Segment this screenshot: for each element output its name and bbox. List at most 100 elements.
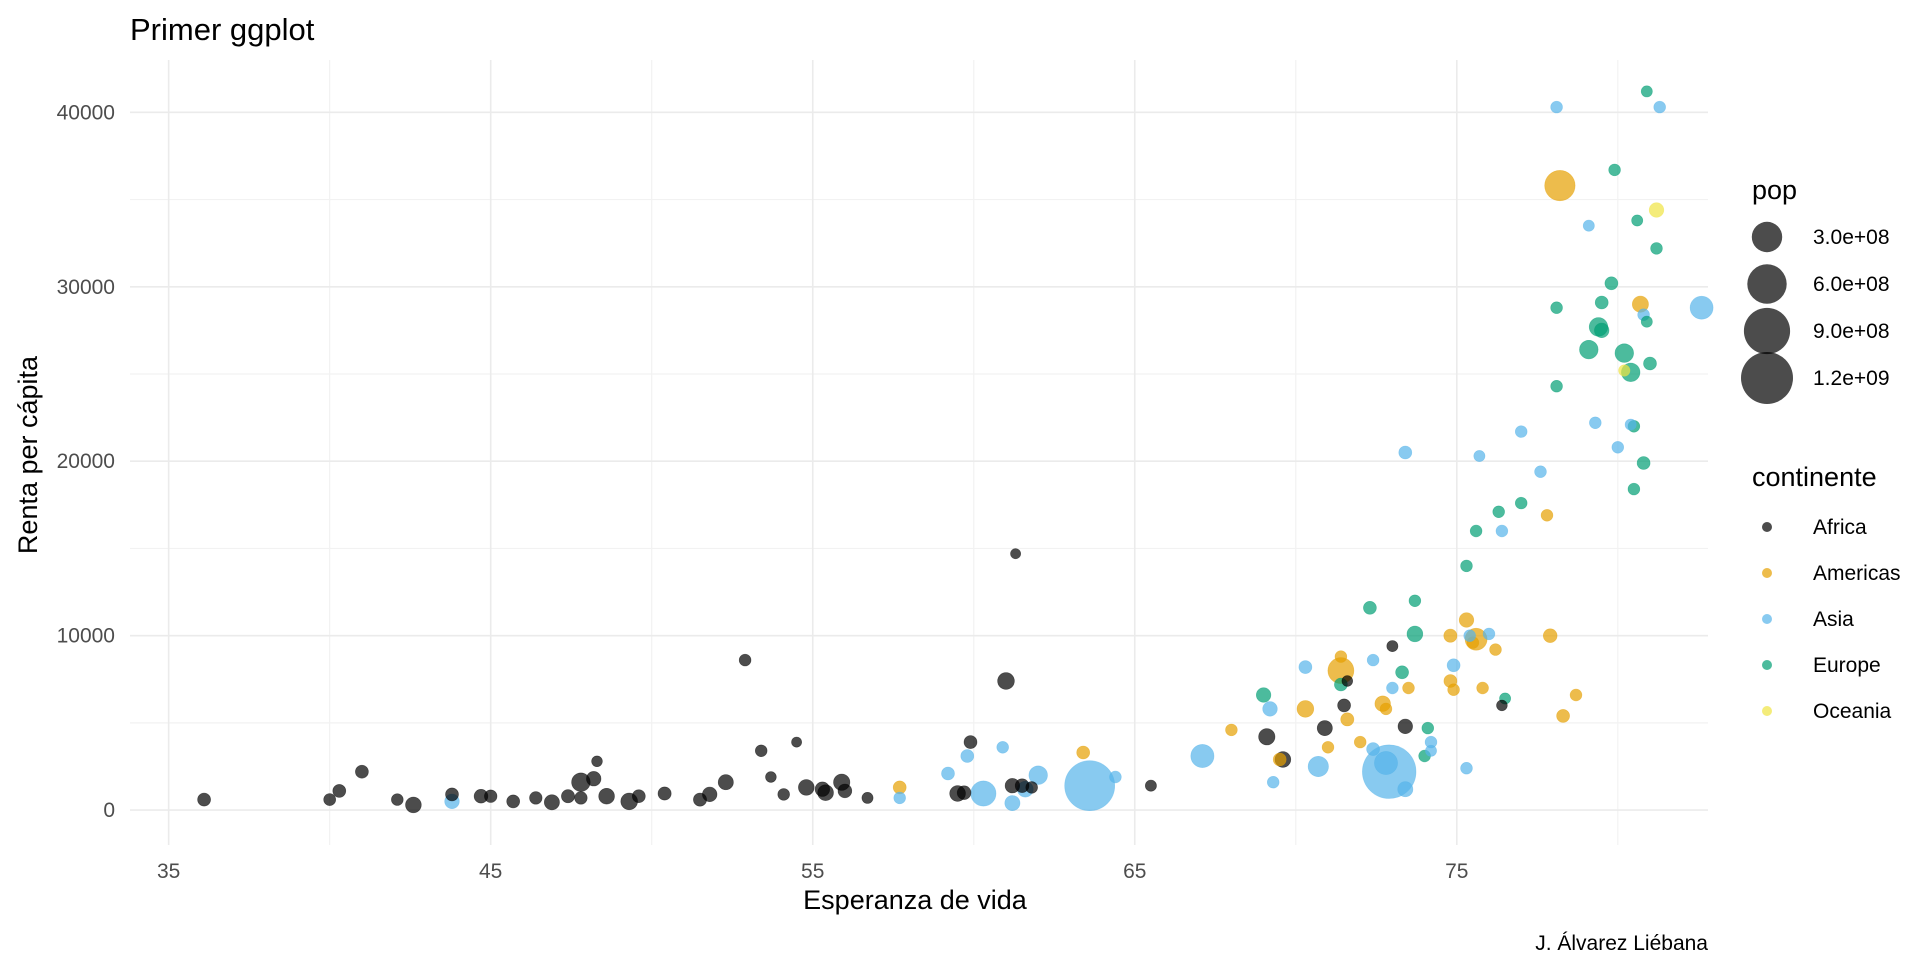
data-point-africa [1025,781,1038,794]
data-point-asia [1004,795,1021,811]
data-point-africa [631,789,646,804]
data-point-africa [765,771,777,783]
data-point-americas [1569,688,1583,702]
data-point-asia [996,741,1009,754]
data-point-asia [1624,418,1637,431]
data-point-asia [1190,744,1215,768]
color-legend-key [1762,660,1772,670]
y-tick-label: 0 [103,799,115,822]
data-point-africa [738,653,752,667]
data-point-asia [1425,744,1437,757]
data-point-asia [1482,627,1496,641]
data-point-asia [1374,751,1398,775]
data-point-americas [1076,745,1090,760]
data-point-americas [1458,612,1475,628]
data-point-asia [1266,775,1280,789]
data-point-asia [1550,100,1563,114]
data-point-africa [798,779,815,796]
color-legend-label: Americas [1813,562,1901,585]
data-point-asia [1386,681,1399,695]
chart-caption: J. Álvarez Liébana [1535,932,1708,955]
data-point-africa [717,774,734,791]
data-point-africa [445,787,459,802]
data-point-europe [1594,322,1610,339]
size-legend-label: 3.0e+08 [1813,226,1890,249]
data-point-asia [893,791,906,805]
x-axis-tick-labels: 35 45 55 65 75 [157,860,1469,883]
data-point-africa [791,736,802,748]
data-point-asia [1064,760,1115,812]
color-legend-key [1762,522,1772,532]
data-point-asia [1307,755,1329,777]
data-point-africa [197,792,211,807]
legend: pop 3.0e+08 6.0e+08 9.0e+08 1.2e+09 contine… [1741,175,1901,723]
size-legend-label: 1.2e+09 [1813,367,1890,390]
data-point-europe [1631,214,1644,227]
y-tick-label: 10000 [57,625,115,648]
data-point-europe [1643,356,1657,371]
data-point-asia [1589,416,1602,429]
color-legend-label: Europe [1813,654,1881,677]
data-point-americas [1272,752,1287,767]
size-legend-key [1741,352,1793,404]
data-point-americas [1225,723,1238,737]
data-point-europe [1608,163,1621,177]
data-point-americas [1556,709,1570,723]
data-point-africa [484,789,498,803]
x-tick-label: 65 [1123,860,1146,883]
data-point-americas [1340,712,1355,727]
data-point-africa [997,672,1015,690]
data-point-africa [561,789,575,804]
data-point-americas [1443,628,1458,643]
data-point-africa [814,781,831,797]
data-point-americas [1542,628,1558,643]
data-point-africa [1337,698,1351,713]
data-point-europe [1363,600,1377,615]
data-point-asia [1366,653,1380,667]
data-point-europe [1627,482,1641,496]
data-point-europe [1460,559,1473,573]
y-tick-label: 40000 [57,101,115,124]
data-point-europe [1255,687,1272,703]
data-point-africa [1258,728,1276,746]
size-legend-key [1751,221,1783,253]
data-point-europe [1579,340,1599,360]
data-point-americas [1296,700,1315,718]
color-legend-entries: Africa Americas Asia Europe Oceania [1762,516,1901,723]
data-point-asia [1446,658,1461,673]
data-point-europe [1604,276,1619,291]
data-point-asia [1262,701,1278,717]
data-point-asia [1514,425,1528,438]
data-point-europe [1650,242,1663,255]
data-point-africa [754,744,768,757]
data-point-africa [1145,779,1157,792]
data-point-americas [1379,702,1393,716]
data-point-europe [1469,524,1483,538]
data-point-europe [1421,721,1435,735]
color-legend-label: Africa [1813,516,1867,539]
color-legend-label: Asia [1813,608,1854,631]
data-point-americas [1476,681,1489,695]
chart-title: Primer ggplot [130,12,315,47]
data-point-americas [1321,741,1335,754]
data-point-africa [657,786,672,801]
data-point-asia [1689,295,1714,320]
data-point-africa [544,794,560,811]
x-tick-label: 55 [801,860,824,883]
x-tick-label: 35 [157,860,180,883]
data-point-africa [598,787,615,805]
data-point-americas [1544,170,1576,202]
data-point-asia [1653,100,1666,114]
data-point-africa [956,785,972,800]
color-legend-title: continente [1752,462,1877,492]
color-legend-label: Oceania [1813,700,1892,723]
data-point-africa [693,792,707,807]
data-point-europe [1514,496,1528,510]
size-legend-title: pop [1752,175,1797,205]
data-point-africa [861,792,874,804]
data-point-europe [1395,665,1409,680]
data-point-americas [1334,650,1348,663]
data-point-africa [529,791,543,805]
data-point-asia [1611,441,1625,454]
